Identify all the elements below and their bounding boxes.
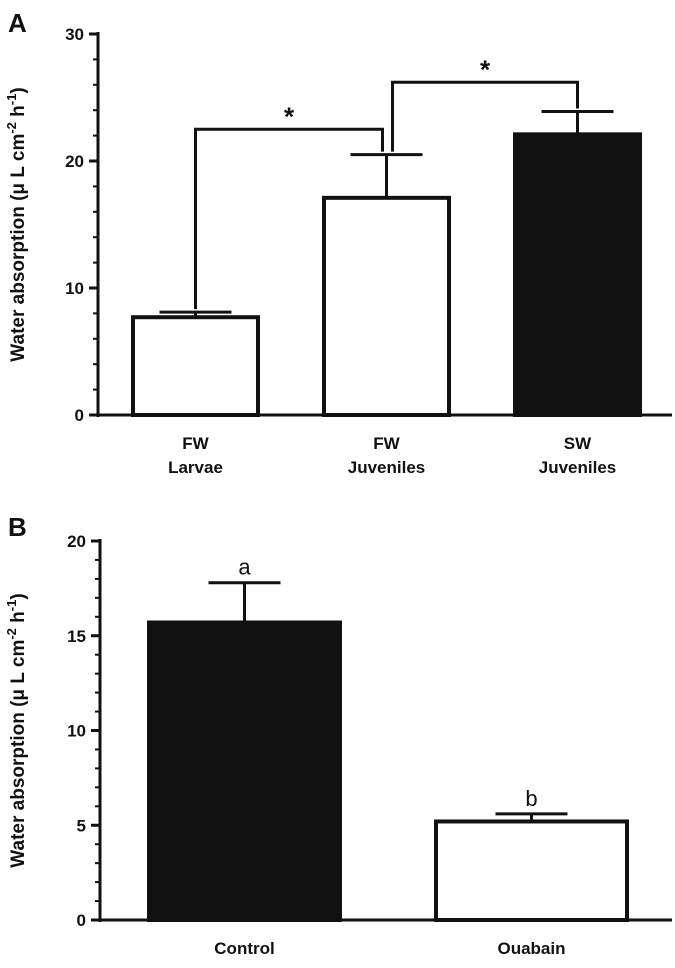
- panel-letter: A: [8, 8, 27, 38]
- y-axis-label-part: ): [8, 87, 29, 93]
- y-axis-label-part: μ L cm: [8, 640, 29, 701]
- x-category-label: Juveniles: [348, 458, 426, 477]
- y-axis-label: Water absorption (μ L cm-2 h-1): [4, 87, 29, 361]
- x-category-label: Larvae: [168, 458, 223, 477]
- panel-letter: B: [8, 512, 27, 542]
- panel-a: A 0 10 20 30 Water absorption (μ L cm-2 h-1) F…: [4, 8, 672, 477]
- x-category-label: Control: [214, 939, 274, 958]
- y-tick-label: 20: [65, 152, 84, 171]
- y-axis-label-superscript: -1: [4, 600, 19, 612]
- x-category-label: Juveniles: [539, 458, 617, 477]
- y-tick-label: 0: [77, 911, 86, 930]
- y-tick-label: 5: [77, 816, 86, 835]
- y-axis-label: Water absorption (μ L cm-2 h-1): [4, 593, 29, 867]
- bar: [147, 620, 342, 922]
- bar: [513, 132, 642, 418]
- x-category-label: SW: [564, 434, 592, 453]
- bar: [322, 195, 451, 417]
- x-category-label: FW: [182, 434, 209, 453]
- y-tick-label: 30: [65, 25, 84, 44]
- y-axis-label-part: h: [8, 611, 29, 628]
- y-axis-label-superscript: -2: [4, 628, 19, 640]
- y-tick-label: 15: [67, 627, 86, 646]
- y-tick-label: 0: [75, 406, 84, 425]
- y-axis-label-part: h: [8, 105, 29, 122]
- x-category-label: Ouabain: [497, 939, 565, 958]
- significance-star: *: [480, 54, 491, 84]
- y-tick-label: 20: [67, 532, 86, 551]
- y-tick-label: 10: [67, 722, 86, 741]
- y-axis-label-superscript: -2: [4, 122, 19, 134]
- bar: [434, 819, 629, 923]
- significance-bracket: [194, 127, 384, 310]
- y-axis-label-part: Water absorption (: [8, 700, 29, 868]
- y-axis-label-part: ): [8, 593, 29, 599]
- y-tick-label: 10: [65, 279, 84, 298]
- y-axis-label-part: Water absorption (: [8, 194, 29, 362]
- bar: [131, 315, 260, 417]
- bar-letter-label: a: [238, 555, 251, 580]
- bar-letter-label: b: [525, 786, 537, 811]
- x-category-label: FW: [373, 434, 400, 453]
- significance-star: *: [284, 101, 295, 131]
- panel-b: B 0 5 10 15 20 Water absorption (μ L cm-2 h-1)…: [4, 512, 672, 958]
- y-axis-label-superscript: -1: [4, 94, 19, 106]
- y-axis-label-part: μ L cm: [8, 134, 29, 195]
- significance-bracket: [391, 80, 579, 152]
